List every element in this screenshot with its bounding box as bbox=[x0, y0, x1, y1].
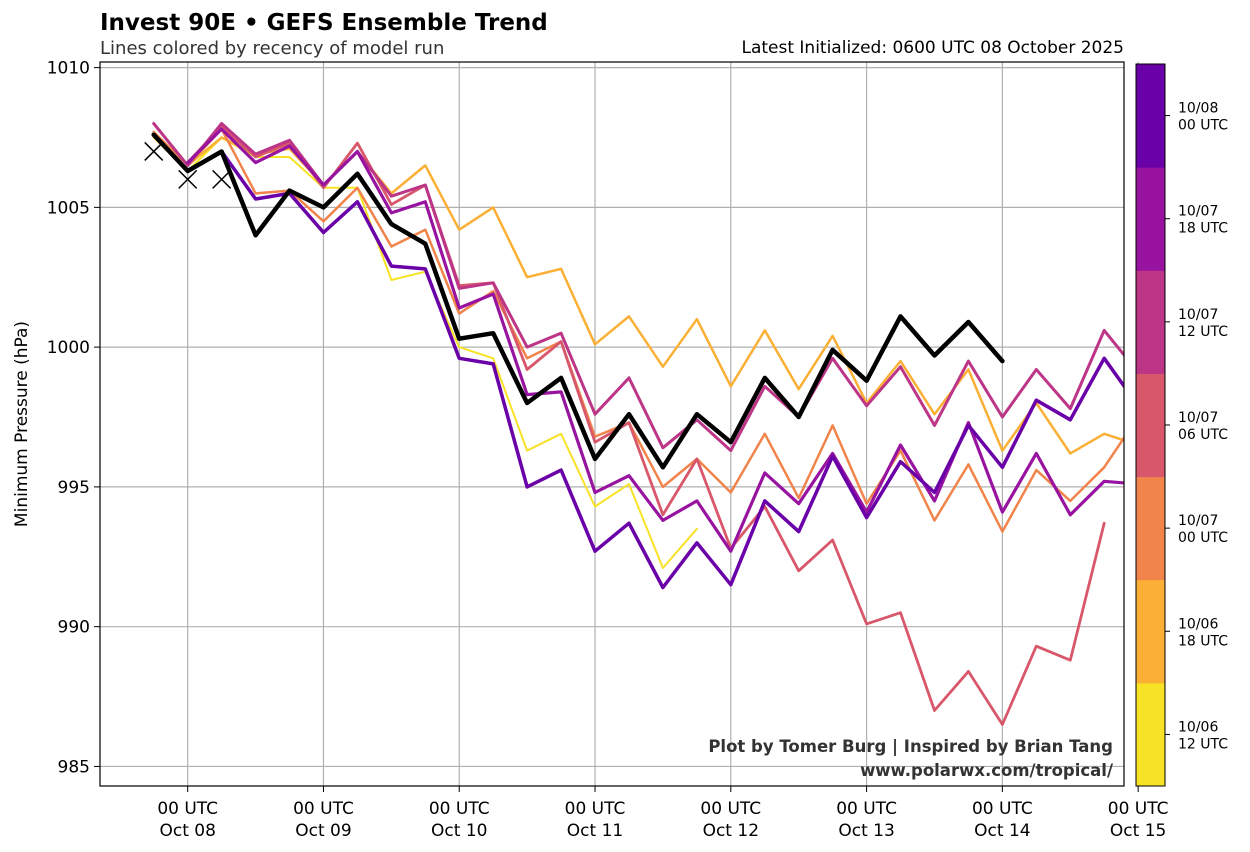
colorbar-label-6-line2: 00 UTC bbox=[1178, 118, 1228, 134]
x-tick-label-5-line1: 00 UTC bbox=[836, 799, 897, 819]
series-line-5 bbox=[186, 127, 1124, 553]
y-tick-label-0: 985 bbox=[58, 757, 90, 777]
colorbar-label-0-line1: 10/06 bbox=[1178, 719, 1218, 735]
x-tick-label-7-line1: 00 UTC bbox=[1108, 799, 1169, 819]
x-tick-label-0-line2: Oct 08 bbox=[159, 821, 215, 841]
chart-subtitle: Lines colored by recency of model run bbox=[100, 38, 444, 59]
latest-initialized-label: Latest Initialized: 0600 UTC 08 October … bbox=[741, 38, 1124, 58]
series-line-3 bbox=[186, 124, 1106, 726]
observed-marker-1 bbox=[178, 169, 198, 189]
x-tick-label-4-line2: Oct 12 bbox=[703, 821, 759, 841]
observed-markers bbox=[144, 141, 232, 189]
colorbar-label-2-line1: 10/07 bbox=[1178, 513, 1218, 529]
y-axis-label: Minimum Pressure (hPa) bbox=[12, 321, 32, 527]
x-tick-label-3-line1: 00 UTC bbox=[565, 799, 626, 819]
x-tick-label-2-line1: 00 UTC bbox=[429, 799, 490, 819]
y-tick-label-4: 1005 bbox=[47, 198, 90, 218]
credit-line-1: Plot by Tomer Burg | Inspired by Brian T… bbox=[708, 737, 1113, 757]
colorbar-label-3-line1: 10/07 bbox=[1178, 410, 1218, 426]
colorbar-label-2-line2: 00 UTC bbox=[1178, 530, 1228, 546]
x-tick-label-1-line2: Oct 09 bbox=[295, 821, 351, 841]
colorbar-label-3-line2: 06 UTC bbox=[1178, 427, 1228, 443]
colorbar-label-5-line1: 10/07 bbox=[1178, 204, 1218, 220]
credit-line-2: www.polarwx.com/tropical/ bbox=[860, 761, 1114, 780]
colorbar-label-5-line2: 18 UTC bbox=[1178, 221, 1228, 237]
colorbar-label-1-line1: 10/06 bbox=[1178, 616, 1218, 632]
x-tick-label-2-line2: Oct 10 bbox=[431, 821, 487, 841]
observed-marker-2 bbox=[212, 169, 232, 189]
x-tick-label-6-line2: Oct 14 bbox=[974, 821, 1030, 841]
colorbar-label-4-line2: 12 UTC bbox=[1178, 324, 1228, 340]
x-tick-label-1-line1: 00 UTC bbox=[293, 799, 354, 819]
colorbar-segment-3 bbox=[1136, 373, 1165, 478]
x-tick-label-4-line1: 00 UTC bbox=[700, 799, 761, 819]
series-line-7 bbox=[151, 132, 1005, 470]
series-line-4 bbox=[152, 122, 1124, 453]
colorbar-label-0-line2: 12 UTC bbox=[1178, 736, 1228, 752]
grid-lines bbox=[100, 62, 1139, 786]
x-tick-label-3-line2: Oct 11 bbox=[567, 821, 623, 841]
colorbar-segment-0 bbox=[1136, 682, 1165, 787]
x-tick-label-0-line1: 00 UTC bbox=[157, 799, 218, 819]
x-tick-label-7-line2: Oct 15 bbox=[1110, 821, 1166, 841]
y-tick-label-5: 1010 bbox=[47, 59, 90, 79]
colorbar-label-1-line2: 18 UTC bbox=[1178, 633, 1228, 649]
x-tick-label-6-line1: 00 UTC bbox=[972, 799, 1033, 819]
series-line-6 bbox=[219, 149, 1124, 590]
chart-title: Invest 90E • GEFS Ensemble Trend bbox=[100, 10, 548, 36]
colorbar-segment-6 bbox=[1136, 64, 1165, 168]
series-lines bbox=[151, 122, 1124, 726]
y-tick-label-1: 990 bbox=[58, 618, 90, 638]
colorbar-segment-4 bbox=[1136, 270, 1165, 374]
colorbar-label-6-line1: 10/08 bbox=[1178, 101, 1218, 117]
series-line-1 bbox=[186, 136, 1124, 455]
x-tick-label-5-line2: Oct 13 bbox=[838, 821, 894, 841]
observed-marker-0 bbox=[144, 141, 164, 161]
plot-frame bbox=[99, 61, 1125, 787]
y-tick-label-2: 995 bbox=[58, 478, 90, 498]
colorbar-label-4-line1: 10/07 bbox=[1178, 307, 1218, 323]
y-tick-label-3: 1000 bbox=[47, 338, 90, 358]
series-line-2 bbox=[152, 127, 1124, 533]
colorbar-segment-5 bbox=[1136, 167, 1165, 271]
y-axis-ticks: 985 990 995 1000 1005 1010 bbox=[47, 59, 100, 777]
colorbar-segment-2 bbox=[1136, 476, 1165, 581]
colorbar-segment-1 bbox=[1136, 579, 1165, 684]
